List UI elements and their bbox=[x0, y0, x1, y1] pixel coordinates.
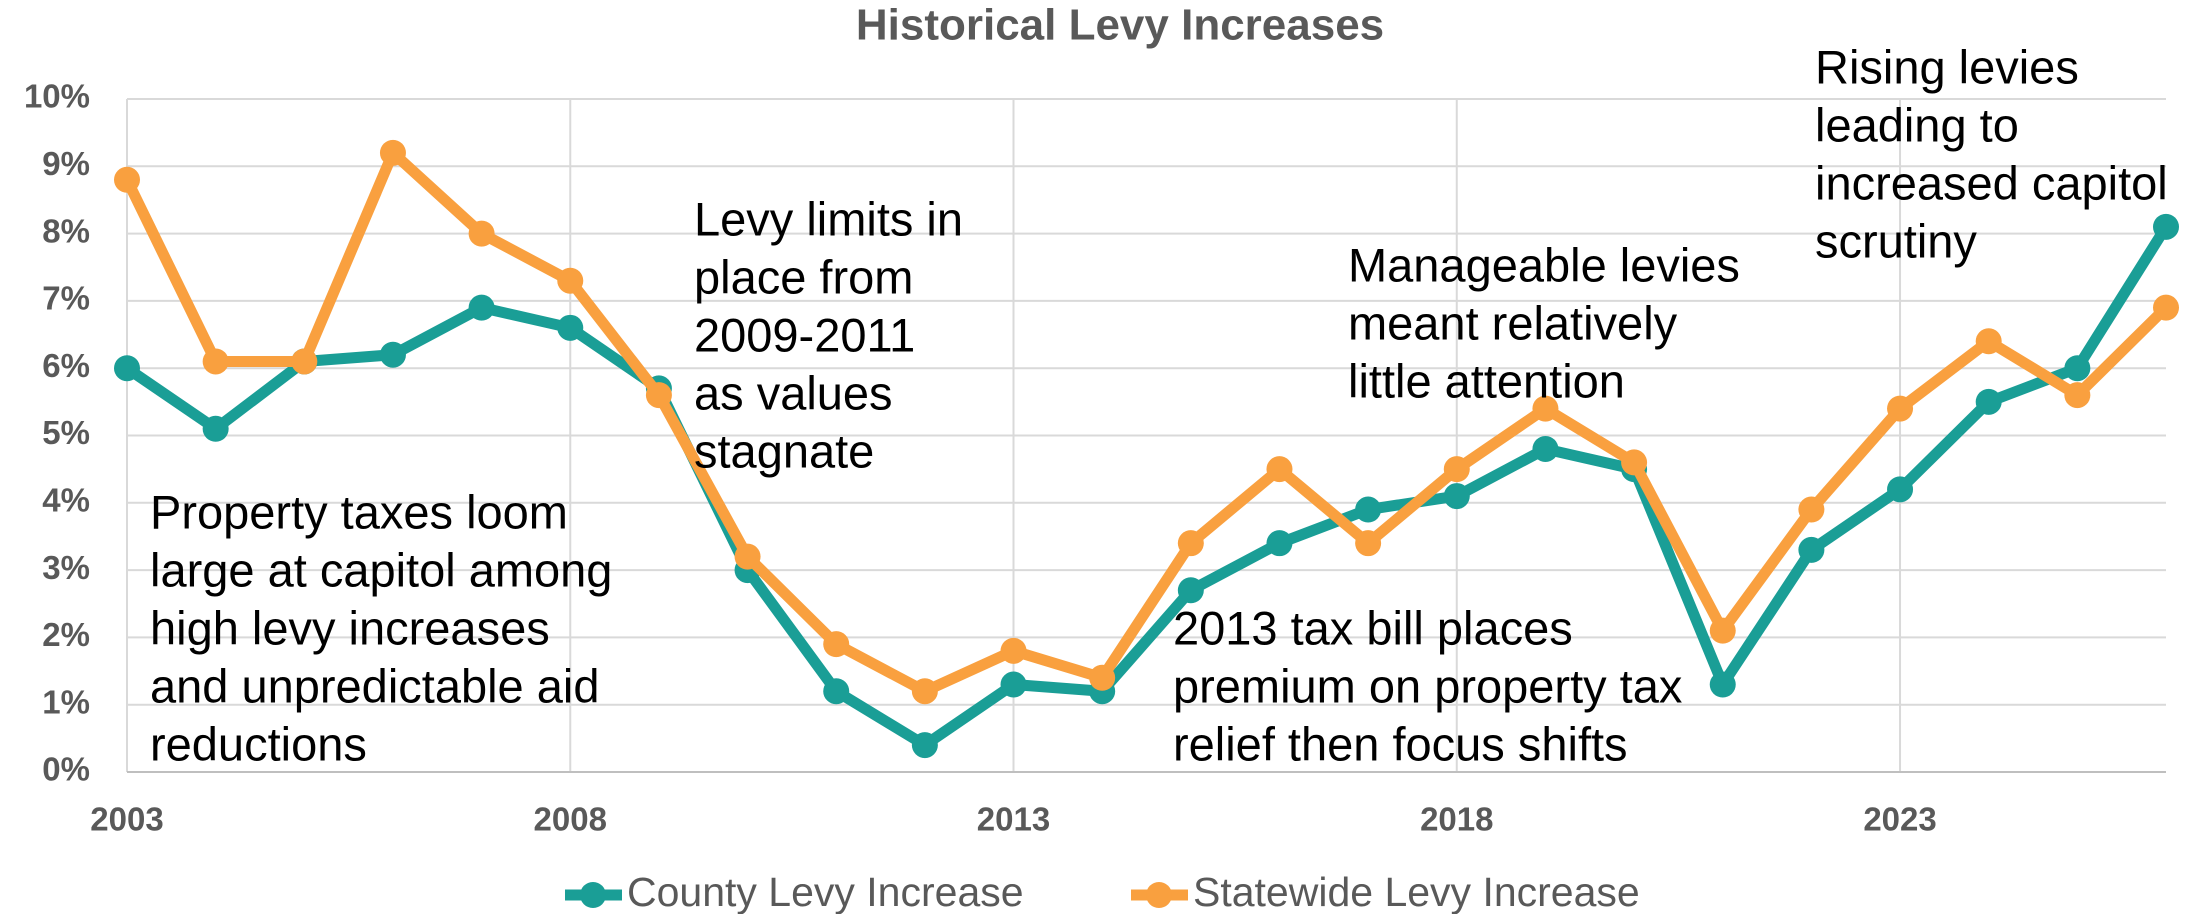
data-point bbox=[1266, 530, 1293, 557]
annotation: stagnate bbox=[694, 424, 874, 477]
data-point bbox=[1975, 328, 2002, 355]
data-point bbox=[1887, 395, 1914, 422]
data-point bbox=[823, 678, 850, 705]
data-point bbox=[1443, 456, 1470, 483]
data-point bbox=[1709, 671, 1736, 698]
data-point bbox=[557, 267, 584, 294]
annotation: reductions bbox=[150, 717, 367, 770]
legend-label: County Levy Increase bbox=[627, 869, 1024, 914]
data-point bbox=[114, 166, 140, 193]
y-tick-label: 5% bbox=[42, 414, 90, 451]
annotation: Property taxes loom bbox=[150, 485, 568, 538]
data-point bbox=[2153, 213, 2179, 240]
series-line bbox=[122, 147, 2170, 697]
annotation: premium on property tax bbox=[1173, 659, 1682, 712]
annotation: place from bbox=[694, 250, 913, 303]
data-point bbox=[1532, 435, 1559, 462]
annotation: scrutiny bbox=[1815, 214, 1977, 267]
x-tick-label: 2008 bbox=[534, 801, 607, 838]
annotation: large at capitol among bbox=[150, 543, 612, 596]
y-tick-label: 7% bbox=[42, 280, 90, 317]
data-point bbox=[202, 415, 229, 442]
y-tick-label: 10% bbox=[24, 78, 90, 115]
data-point bbox=[911, 678, 938, 705]
y-tick-label: 2% bbox=[42, 616, 90, 653]
x-tick-label: 2018 bbox=[1420, 801, 1493, 838]
data-point bbox=[2064, 382, 2091, 409]
data-point bbox=[468, 220, 495, 247]
data-point bbox=[1000, 637, 1027, 664]
annotation: and unpredictable aid bbox=[150, 659, 599, 712]
data-point bbox=[1266, 456, 1293, 483]
annotation: high levy increases bbox=[150, 601, 550, 654]
annotation: leading to bbox=[1815, 98, 2019, 151]
annotation: 2013 tax bill places bbox=[1173, 601, 1573, 654]
data-point bbox=[1355, 530, 1382, 557]
data-point bbox=[1443, 483, 1470, 510]
data-point bbox=[1798, 496, 1825, 523]
y-tick-label: 9% bbox=[42, 145, 90, 182]
x-tick-label: 2013 bbox=[977, 801, 1050, 838]
legend-marker bbox=[1146, 882, 1172, 908]
annotation: Manageable levies bbox=[1348, 238, 1740, 291]
series-line bbox=[123, 223, 2171, 751]
annotation: Rising levies bbox=[1815, 40, 2079, 93]
data-point bbox=[1621, 449, 1648, 476]
annotation: little attention bbox=[1348, 354, 1625, 407]
chart-title: Historical Levy Increases bbox=[856, 1, 1384, 50]
data-point bbox=[734, 543, 761, 570]
data-point bbox=[379, 139, 406, 166]
annotation: increased capitol bbox=[1815, 156, 2168, 209]
annotation: Levy limits in bbox=[694, 192, 963, 245]
x-tick-label: 2023 bbox=[1863, 801, 1936, 838]
annotation: meant relatively bbox=[1348, 296, 1678, 349]
data-point bbox=[645, 382, 672, 409]
data-point bbox=[823, 631, 850, 658]
legend-marker bbox=[580, 882, 606, 908]
data-point bbox=[1798, 536, 1825, 563]
annotation: 2009-2011 bbox=[694, 308, 915, 361]
data-point bbox=[1887, 476, 1914, 503]
data-point bbox=[1089, 664, 1116, 691]
data-point bbox=[468, 294, 495, 321]
data-point bbox=[557, 314, 584, 341]
data-point bbox=[202, 348, 229, 375]
annotation: as values bbox=[694, 366, 893, 419]
data-point bbox=[291, 348, 318, 375]
data-point bbox=[2064, 355, 2091, 382]
data-point bbox=[379, 341, 406, 368]
data-point bbox=[1000, 671, 1027, 698]
data-point bbox=[1177, 530, 1204, 557]
data-point bbox=[1709, 617, 1736, 644]
data-point bbox=[114, 355, 140, 382]
y-tick-label: 6% bbox=[42, 347, 90, 384]
legend-label: Statewide Levy Increase bbox=[1193, 869, 1640, 914]
data-point bbox=[1355, 496, 1382, 523]
data-point bbox=[1975, 388, 2002, 415]
y-tick-label: 3% bbox=[42, 549, 90, 586]
data-point bbox=[2153, 294, 2179, 321]
data-point bbox=[1532, 395, 1559, 422]
data-point bbox=[1177, 577, 1204, 604]
y-tick-label: 4% bbox=[42, 482, 90, 519]
y-tick-label: 1% bbox=[42, 683, 90, 720]
annotation: relief then focus shifts bbox=[1173, 717, 1628, 770]
data-point bbox=[911, 732, 938, 759]
y-tick-label: 0% bbox=[42, 751, 90, 788]
y-tick-label: 8% bbox=[42, 212, 90, 249]
x-tick-label: 2003 bbox=[90, 801, 163, 838]
